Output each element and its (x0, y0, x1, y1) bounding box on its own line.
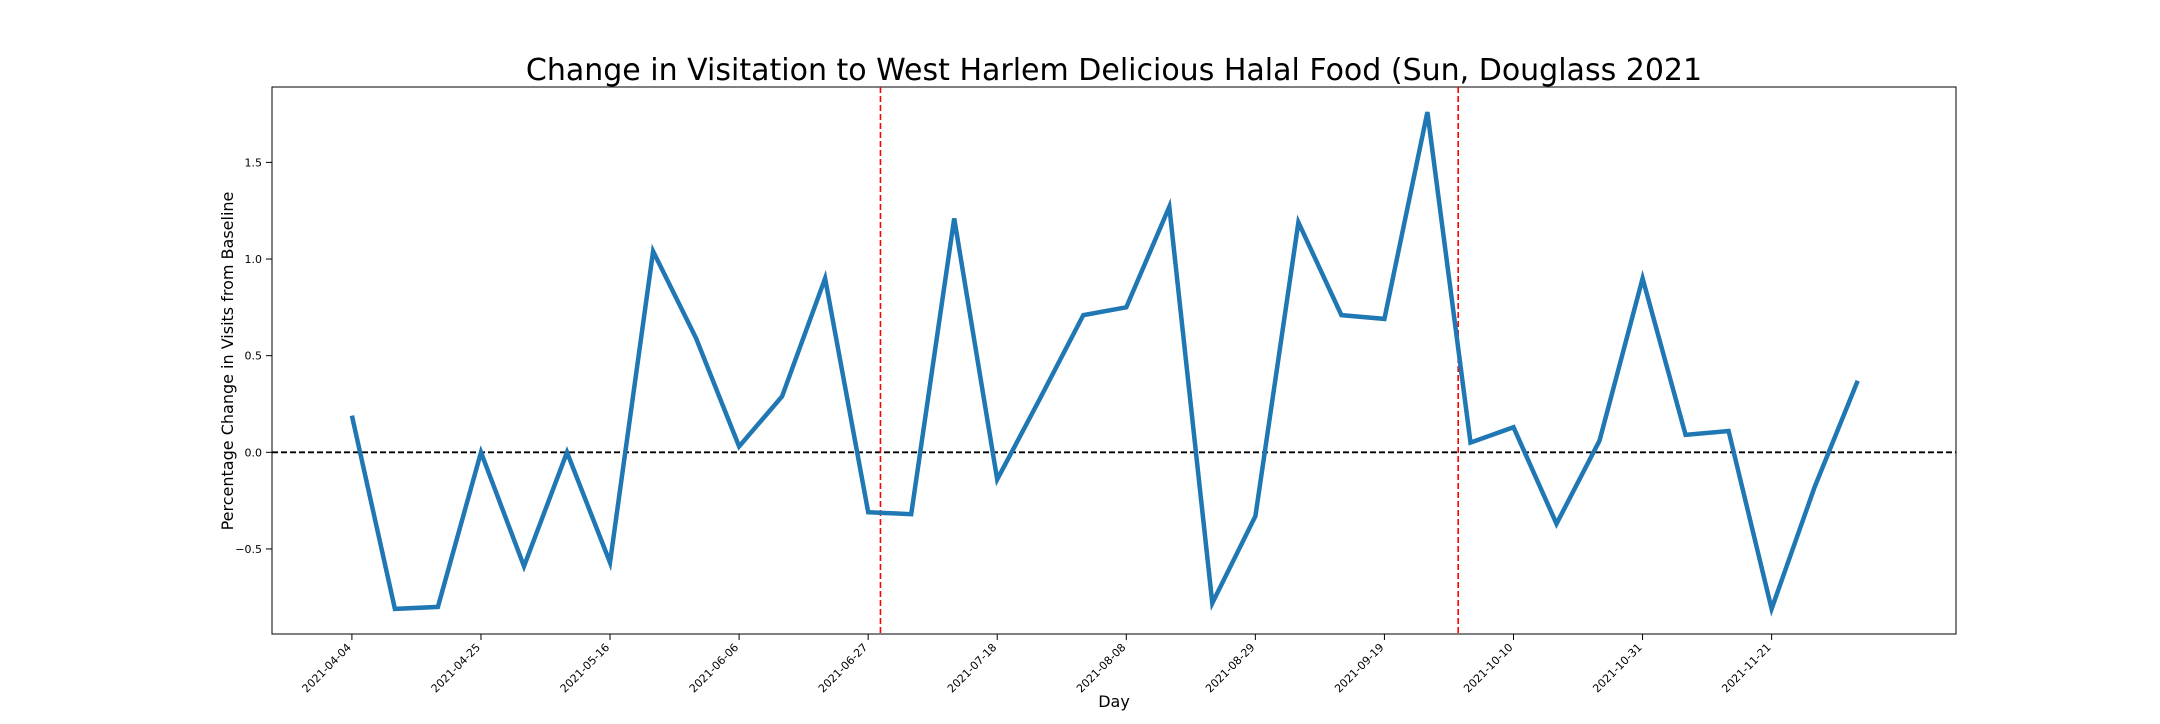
x-tick-label: 2021-06-27 (816, 641, 870, 695)
x-tick-label: 2021-09-19 (1332, 641, 1386, 695)
x-tick-label: 2021-05-16 (558, 641, 612, 695)
x-tick-label: 2021-04-25 (429, 641, 483, 695)
x-tick-label: 2021-11-21 (1719, 641, 1773, 695)
series-line (349, 111, 1860, 617)
x-tick-label: 2021-04-04 (300, 641, 354, 695)
y-tick-label: 0.5 (245, 350, 263, 363)
y-tick-label: 1.5 (245, 156, 263, 169)
x-tick-label: 2021-07-18 (945, 641, 999, 695)
x-tick-label: 2021-10-31 (1590, 641, 1644, 695)
y-tick-label: 1.0 (245, 253, 263, 266)
chart-title: Change in Visitation to West Harlem Deli… (526, 53, 1702, 88)
x-tick-label: 2021-10-10 (1461, 641, 1515, 695)
plot-frame (271, 86, 1957, 635)
y-tick-label: −0.5 (235, 543, 262, 556)
x-tick-label: 2021-08-29 (1203, 641, 1257, 695)
y-axis-label: Percentage Change in Visits from Baselin… (218, 192, 237, 531)
x-tick-label: 2021-06-06 (687, 641, 741, 695)
x-tick-label: 2021-08-08 (1074, 641, 1128, 695)
x-axis-label: Day (1098, 692, 1130, 711)
y-tick-label: 0.0 (245, 446, 263, 459)
